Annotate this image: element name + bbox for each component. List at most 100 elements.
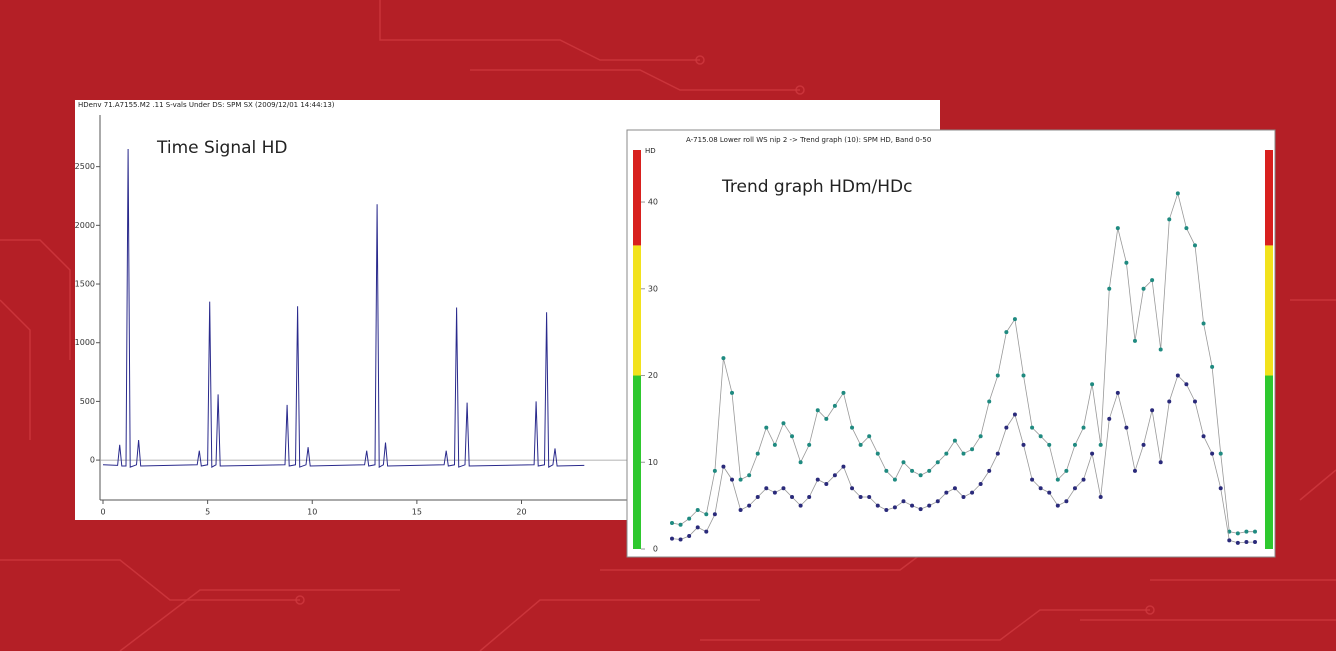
trend-point <box>1072 442 1077 447</box>
x-tick-label: 15 <box>412 508 422 517</box>
trend-point <box>875 451 880 456</box>
y-tick-label: 0 <box>90 456 95 465</box>
y-tick-label: 2500 <box>75 162 95 171</box>
trend-point <box>721 356 726 361</box>
trend-point <box>987 399 992 404</box>
trend-point <box>841 464 846 469</box>
trend-point <box>1184 382 1189 387</box>
x-tick-label: 20 <box>516 508 526 517</box>
trend-point <box>824 416 829 421</box>
trend-point <box>970 447 975 452</box>
trend-point <box>1021 373 1026 378</box>
trend-point <box>850 486 855 491</box>
trend-point <box>1055 503 1060 508</box>
trend-point <box>987 468 992 473</box>
trend-point <box>1201 321 1206 326</box>
trend-point <box>927 503 932 508</box>
trend-point <box>764 486 769 491</box>
trend-point <box>738 477 743 482</box>
signal-line <box>102 148 585 468</box>
trend-point <box>1115 226 1120 231</box>
trend-point <box>1038 434 1043 439</box>
trend-point <box>970 490 975 495</box>
trend-point <box>1158 347 1163 352</box>
trend-point <box>687 516 692 521</box>
y-tick-label: 2000 <box>75 221 95 230</box>
y-axis-label: HD <box>645 147 656 155</box>
trend-point <box>772 442 777 447</box>
trend-point <box>910 468 915 473</box>
trend-point <box>952 486 957 491</box>
y-tick-label: 10 <box>648 458 658 467</box>
annotation: Time Signal HD <box>156 138 288 158</box>
trend-point <box>1244 529 1249 534</box>
trend-point <box>901 460 906 465</box>
trend-point <box>1098 494 1103 499</box>
chart-header: HDenv 71.A7155.M2 .11 S-vals Under DS: S… <box>78 101 335 109</box>
trend-point <box>755 451 760 456</box>
trend-point <box>841 390 846 395</box>
trend-point <box>884 468 889 473</box>
trend-point <box>867 434 872 439</box>
trend-point <box>1090 451 1095 456</box>
trend-point <box>1132 468 1137 473</box>
level-band <box>1265 245 1273 376</box>
trend-point <box>935 499 940 504</box>
trend-point <box>1158 460 1163 465</box>
trend-point <box>1081 425 1086 430</box>
trend-point <box>944 451 949 456</box>
level-band <box>633 245 641 376</box>
trend-point <box>858 494 863 499</box>
trend-point <box>721 464 726 469</box>
trend-point <box>1218 486 1223 491</box>
trend-point <box>1072 486 1077 491</box>
trend-point <box>1132 338 1137 343</box>
trend-point <box>807 442 812 447</box>
trend-point <box>1107 286 1112 291</box>
x-tick-label: 10 <box>307 508 317 517</box>
trend-point <box>712 512 717 517</box>
trend-point <box>927 468 932 473</box>
trend-point <box>704 529 709 534</box>
trend-point <box>798 503 803 508</box>
level-band <box>633 150 641 246</box>
trend-point <box>764 425 769 430</box>
trend-point <box>1201 434 1206 439</box>
trend-point <box>995 451 1000 456</box>
x-tick-label: 0 <box>100 508 105 517</box>
trend-point <box>807 494 812 499</box>
trend-point <box>858 442 863 447</box>
trend-point <box>1124 260 1129 265</box>
trend-point <box>687 533 692 538</box>
trend-point <box>1192 399 1197 404</box>
trend-point <box>1184 226 1189 231</box>
y-tick-label: 1500 <box>75 280 95 289</box>
trend-point <box>1253 529 1257 534</box>
trend-point <box>1038 486 1043 491</box>
trend-point <box>747 473 752 478</box>
trend-point <box>884 507 889 512</box>
trend-point <box>781 421 786 426</box>
trend-point <box>1064 468 1069 473</box>
trend-point <box>1090 382 1095 387</box>
trend-point <box>1167 217 1172 222</box>
trend-point <box>1141 442 1146 447</box>
trend-point <box>730 390 735 395</box>
trend-point <box>1141 286 1146 291</box>
trend-point <box>1021 442 1026 447</box>
trend-point <box>875 503 880 508</box>
trend-point <box>1175 191 1180 196</box>
trend-point <box>935 460 940 465</box>
trend-point <box>670 536 674 541</box>
trend-point <box>781 486 786 491</box>
trend-panel <box>626 129 1276 558</box>
trend-point <box>1012 317 1017 322</box>
trend-point <box>1210 451 1215 456</box>
trend-point <box>850 425 855 430</box>
trend-point <box>1047 442 1052 447</box>
trend-point <box>1210 364 1215 369</box>
trend-point <box>670 520 674 525</box>
